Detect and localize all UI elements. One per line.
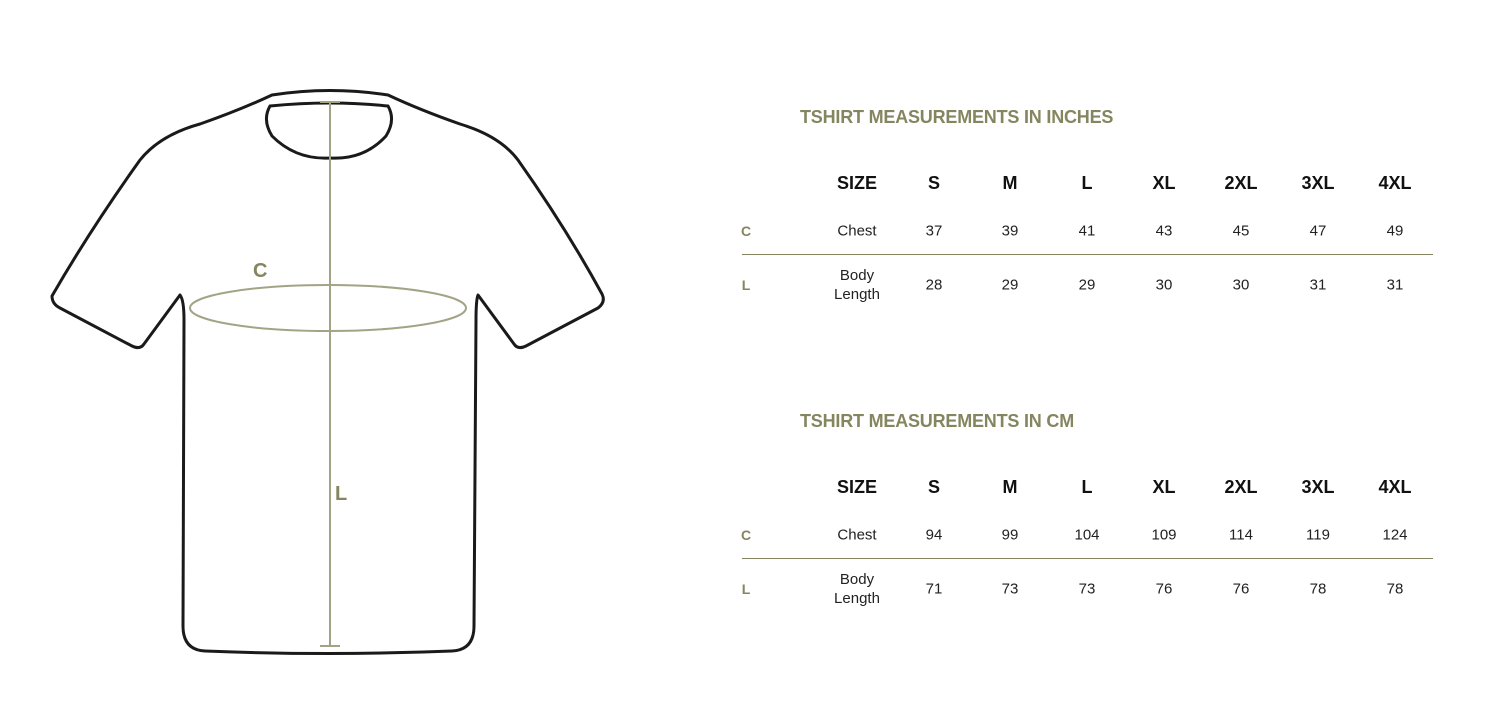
header-cell: 3XL xyxy=(1301,477,1335,497)
header-cell: L xyxy=(1081,477,1093,497)
value-cell: 114 xyxy=(1229,526,1253,544)
header-cell: 4XL xyxy=(1378,173,1412,193)
value-cell: 124 xyxy=(1382,526,1408,544)
row-name: Chest xyxy=(837,222,877,240)
value-cell: 31 xyxy=(1309,276,1327,294)
value-cell: 47 xyxy=(1309,222,1327,240)
value-cell: 30 xyxy=(1155,276,1173,294)
value-cell: 30 xyxy=(1232,276,1250,294)
value-cell: 45 xyxy=(1232,222,1250,240)
value-cell: 28 xyxy=(925,276,943,294)
chest-measure-ellipse xyxy=(189,284,467,332)
value-cell: 94 xyxy=(925,526,943,544)
value-cell: 43 xyxy=(1155,222,1173,240)
tshirt-diagram xyxy=(50,89,605,655)
header-cell: M xyxy=(1002,477,1018,497)
value-cell: 76 xyxy=(1155,580,1173,598)
row-name: Body Length xyxy=(834,571,880,607)
value-cell: 29 xyxy=(1078,276,1096,294)
value-cell: 104 xyxy=(1074,526,1100,544)
value-cell: 109 xyxy=(1151,526,1177,544)
row-divider xyxy=(742,558,1433,559)
row-name: Chest xyxy=(837,526,877,544)
value-cell: 78 xyxy=(1309,580,1327,598)
length-label: L xyxy=(335,483,348,505)
value-cell: 78 xyxy=(1386,580,1404,598)
header-cell: SIZE xyxy=(836,477,878,497)
header-cell: L xyxy=(1081,173,1093,193)
value-cell: 39 xyxy=(1001,222,1019,240)
header-cell: 4XL xyxy=(1378,477,1412,497)
row-name: Body Length xyxy=(834,267,880,303)
table-title: TSHIRT MEASUREMENTS IN CM xyxy=(800,411,1075,431)
header-cell: SIZE xyxy=(836,173,878,193)
tshirt-neckline xyxy=(265,101,393,160)
chest-label: C xyxy=(253,260,268,282)
value-cell: 49 xyxy=(1386,222,1404,240)
header-cell: 3XL xyxy=(1301,173,1335,193)
header-cell: 2XL xyxy=(1224,173,1258,193)
value-cell: 37 xyxy=(925,222,943,240)
header-cell: S xyxy=(927,477,941,497)
header-cell: 2XL xyxy=(1224,477,1258,497)
header-cell: S xyxy=(927,173,941,193)
header-cell: XL xyxy=(1152,173,1176,193)
value-cell: 119 xyxy=(1306,526,1330,544)
row-code: L xyxy=(741,277,751,293)
value-cell: 99 xyxy=(1001,526,1019,544)
value-cell: 29 xyxy=(1001,276,1019,294)
value-cell: 76 xyxy=(1232,580,1250,598)
table-title: TSHIRT MEASUREMENTS IN INCHES xyxy=(800,107,1114,127)
tshirt-outline xyxy=(50,89,605,655)
header-cell: XL xyxy=(1152,477,1176,497)
row-divider xyxy=(742,254,1433,255)
row-code: C xyxy=(740,527,752,543)
value-cell: 71 xyxy=(925,580,943,598)
value-cell: 41 xyxy=(1078,222,1096,240)
row-code: L xyxy=(741,581,751,597)
row-code: C xyxy=(740,223,752,239)
value-cell: 73 xyxy=(1001,580,1019,598)
header-cell: M xyxy=(1002,173,1018,193)
value-cell: 73 xyxy=(1078,580,1096,598)
value-cell: 31 xyxy=(1386,276,1404,294)
